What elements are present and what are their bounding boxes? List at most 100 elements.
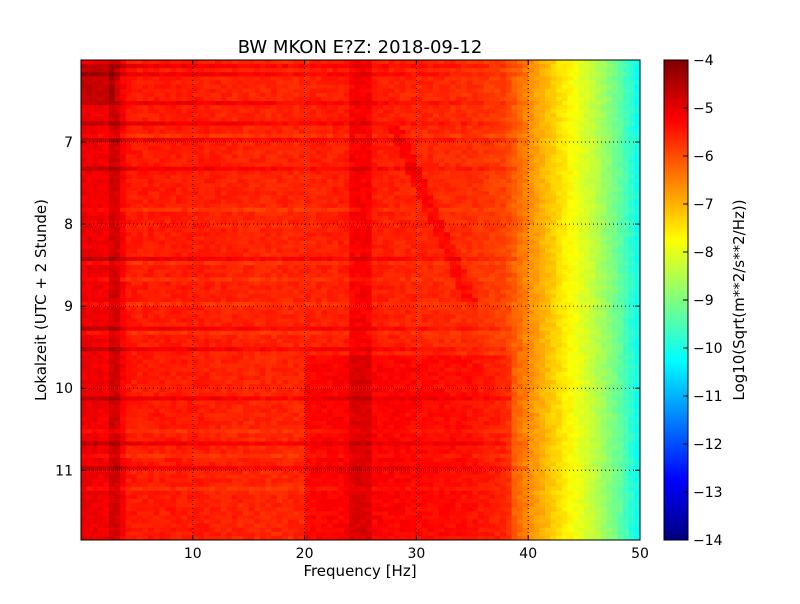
heatmap-cell — [494, 84, 501, 90]
heatmap-cell — [349, 133, 356, 139]
heatmap-cell — [136, 88, 144, 94]
heatmap-cell — [572, 137, 580, 143]
heatmap-cell — [203, 105, 211, 110]
heatmap-cell — [282, 88, 289, 94]
heatmap-cell — [354, 146, 362, 151]
heatmap-cell — [293, 88, 300, 94]
heatmap-cell — [528, 129, 535, 135]
heatmap-cell — [304, 244, 311, 250]
heatmap-cell — [226, 84, 233, 90]
heatmap-cell — [125, 129, 132, 135]
heatmap-cell — [612, 105, 619, 110]
heatmap-cell — [505, 170, 513, 176]
heatmap-cell — [438, 154, 445, 160]
heatmap-cell — [315, 84, 322, 90]
heatmap-cell — [259, 248, 267, 254]
heatmap-cell — [477, 158, 485, 164]
heatmap-cell — [92, 162, 99, 168]
heatmap-cell — [209, 166, 216, 172]
heatmap-cell — [377, 228, 384, 233]
heatmap-cell — [477, 252, 485, 258]
heatmap-cell — [544, 72, 552, 78]
heatmap-cell — [421, 142, 429, 147]
heatmap-cell — [617, 187, 624, 192]
heatmap-cell — [176, 142, 183, 147]
heatmap-cell — [170, 174, 177, 180]
heatmap-cell — [215, 224, 222, 229]
heatmap-cell — [170, 109, 177, 114]
heatmap-cell — [628, 76, 636, 82]
heatmap-cell — [254, 129, 261, 135]
heatmap-cell — [287, 133, 295, 139]
heatmap-cell — [237, 84, 244, 90]
heatmap-cell — [142, 146, 149, 151]
heatmap-cell — [528, 199, 535, 205]
heatmap-cell — [131, 105, 138, 110]
heatmap-cell — [382, 117, 390, 123]
heatmap-cell — [634, 121, 640, 127]
heatmap-cell — [332, 105, 339, 110]
heatmap-cell — [455, 183, 462, 188]
heatmap-cell — [142, 236, 149, 242]
heatmap-cell — [522, 244, 529, 250]
heatmap-cell — [81, 248, 88, 254]
heatmap-cell — [243, 68, 250, 73]
heatmap-cell — [500, 215, 507, 221]
heatmap-cell — [360, 80, 367, 86]
heatmap-cell — [500, 64, 507, 69]
heatmap-cell — [539, 248, 546, 254]
heatmap-cell — [578, 121, 585, 127]
heatmap-cell — [410, 244, 417, 250]
heatmap-cell — [338, 166, 345, 172]
heatmap-cell — [125, 224, 132, 229]
heatmap-cell — [584, 170, 591, 176]
heatmap-cell — [517, 109, 524, 114]
heatmap-cell — [366, 256, 373, 262]
heatmap-cell — [528, 113, 535, 119]
heatmap-cell — [483, 178, 490, 184]
heatmap-cell — [231, 232, 239, 238]
heatmap-cell — [589, 162, 596, 168]
heatmap-cell — [354, 162, 362, 168]
heatmap-cell — [299, 261, 306, 266]
heatmap-cell — [550, 191, 557, 196]
heatmap-cell — [170, 101, 177, 106]
heatmap-cell — [192, 121, 199, 127]
heatmap-cell — [449, 256, 457, 262]
heatmap-cell — [489, 154, 496, 160]
heatmap-cell — [276, 117, 283, 123]
heatmap-cell — [159, 191, 166, 196]
heatmap-cell — [299, 187, 306, 192]
heatmap-cell — [86, 162, 93, 168]
heatmap-cell — [360, 105, 367, 110]
heatmap-cell — [243, 195, 250, 201]
heatmap-cell — [634, 224, 640, 229]
heatmap-cell — [215, 84, 222, 90]
heatmap-cell — [293, 68, 300, 73]
heatmap-cell — [103, 92, 110, 98]
heatmap-cell — [382, 72, 390, 78]
heatmap-cell — [438, 96, 445, 102]
heatmap-cell — [371, 191, 378, 196]
heatmap-cell — [271, 178, 278, 184]
heatmap-cell — [237, 64, 244, 69]
heatmap-cell — [86, 183, 93, 188]
heatmap-cell — [248, 187, 255, 192]
heatmap-cell — [125, 174, 132, 180]
heatmap-cell — [343, 178, 350, 184]
heatmap-cell — [377, 207, 384, 213]
heatmap-cell — [310, 187, 317, 192]
heatmap-cell — [164, 220, 172, 225]
heatmap-cell — [192, 248, 199, 254]
heatmap-cell — [455, 170, 462, 176]
heatmap-cell — [416, 68, 423, 73]
heatmap-cell — [326, 162, 334, 168]
heatmap-cell — [528, 170, 535, 176]
heatmap-cell — [550, 117, 557, 123]
heatmap-cell — [159, 224, 166, 229]
heatmap-cell — [561, 240, 568, 246]
heatmap-cell — [567, 207, 574, 213]
heatmap-cell — [438, 84, 445, 90]
heatmap-cell — [567, 121, 574, 127]
heatmap-cell — [634, 232, 640, 238]
